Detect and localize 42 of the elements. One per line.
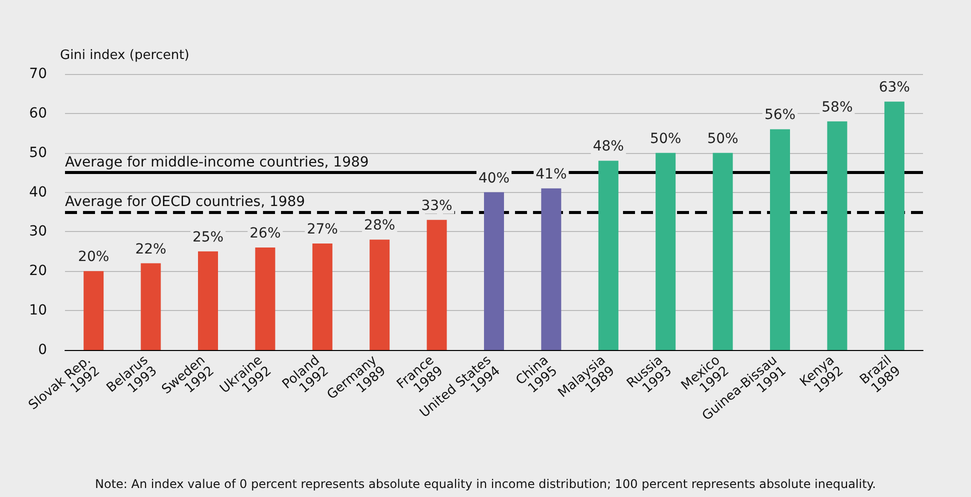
bar xyxy=(712,152,733,350)
bar xyxy=(884,102,904,350)
y-tick-label: 10 xyxy=(29,302,47,319)
bar xyxy=(198,251,218,350)
bar xyxy=(370,240,390,350)
y-tick-label: 70 xyxy=(29,66,47,82)
y-tick-label: 0 xyxy=(38,342,47,358)
data-label: 63% xyxy=(878,80,910,96)
bar xyxy=(827,121,848,350)
bar xyxy=(656,152,676,350)
data-label: 58% xyxy=(822,99,853,116)
y-tick-label: 30 xyxy=(29,224,47,240)
data-label: 22% xyxy=(135,241,166,258)
data-label: 33% xyxy=(421,198,452,214)
bar xyxy=(84,271,104,350)
bar xyxy=(255,247,276,350)
bar xyxy=(312,244,332,350)
data-label: 28% xyxy=(364,218,396,234)
data-label: 41% xyxy=(536,166,567,182)
y-tick-label: 60 xyxy=(29,105,47,122)
bar xyxy=(426,220,447,350)
data-label: 40% xyxy=(478,170,510,186)
y-tick-label: 40 xyxy=(29,184,47,200)
text: Note: An index value of 0 percent represents absolute equality in income distribution; 100 percent represents absolute inequality. xyxy=(95,477,876,491)
bar xyxy=(541,188,562,350)
bar xyxy=(598,160,618,350)
data-label: 56% xyxy=(764,107,796,124)
bar xyxy=(484,192,504,350)
y-tick-label: 20 xyxy=(29,263,47,280)
data-label: 27% xyxy=(306,222,338,238)
data-label: 50% xyxy=(650,130,682,147)
data-label: 48% xyxy=(592,138,624,155)
ref-line-label: Average for OECD countries, 1989 xyxy=(65,194,306,210)
data-label: 25% xyxy=(192,229,224,246)
y-tick-label: 50 xyxy=(29,144,47,161)
bar xyxy=(140,263,161,350)
bar xyxy=(770,129,790,350)
data-label: 26% xyxy=(250,225,281,242)
data-label: 50% xyxy=(707,130,738,147)
data-label: 20% xyxy=(78,249,110,266)
y-axis-title: Gini index (percent) xyxy=(60,48,190,63)
ref-line-label: Average for middle-income countries, 1989 xyxy=(65,154,369,171)
